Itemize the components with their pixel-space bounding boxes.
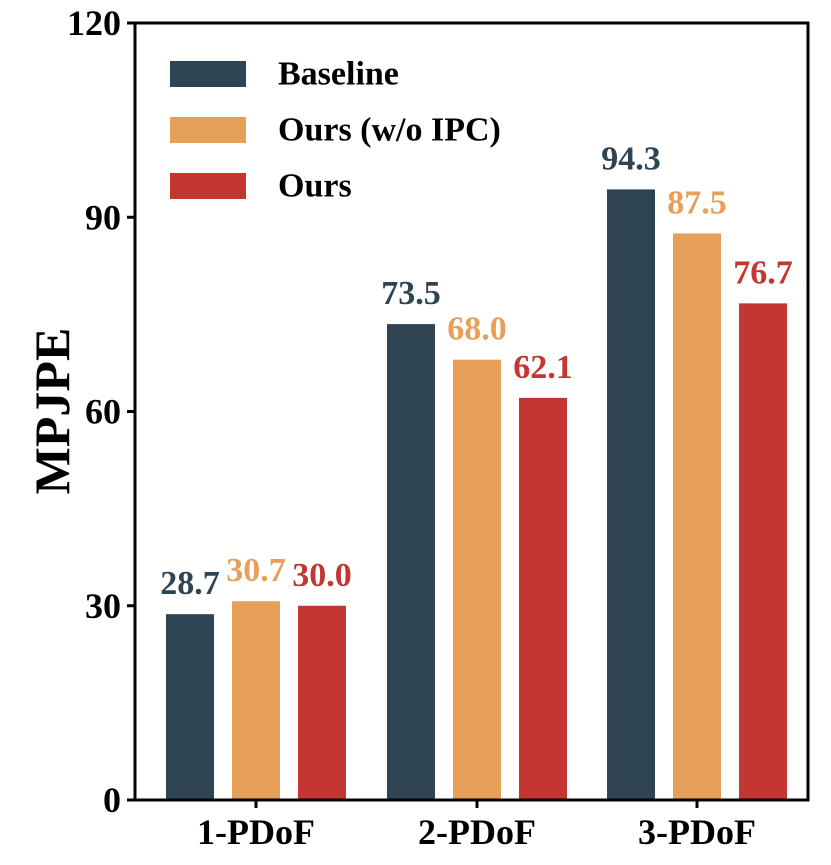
data-labels-layer: 28.7 73.5 94.3 30.7 68.0 87.5 30.0 62.1 76.7 xyxy=(160,140,793,602)
bar xyxy=(453,359,501,800)
bar-value-label: 30.0 xyxy=(292,557,352,594)
legend-swatch xyxy=(170,61,246,87)
x-tick-label: 1-PDoF xyxy=(197,812,315,852)
y-axis-title: MPJPE xyxy=(24,328,80,495)
x-tick-label: 3-PDoF xyxy=(638,812,756,852)
bar-value-label: 68.0 xyxy=(447,311,507,348)
bar-value-label: 73.5 xyxy=(381,275,441,312)
bar xyxy=(607,189,655,801)
bar-value-label: 76.7 xyxy=(733,254,793,291)
x-tick-label: 2-PDoF xyxy=(418,812,536,852)
bar-value-label: 62.1 xyxy=(513,349,573,386)
bar xyxy=(298,605,346,800)
x-axis: 1-PDoF 2-PDoF 3-PDoF xyxy=(197,800,756,852)
legend-label: Ours (w/o IPC) xyxy=(278,112,501,149)
bar xyxy=(166,614,214,800)
legend-label: Ours xyxy=(278,168,352,205)
legend-swatch xyxy=(170,117,246,143)
y-axis: 0 30 60 90 120 xyxy=(67,3,135,820)
y-tick-label: 0 xyxy=(103,780,121,820)
bar xyxy=(739,303,787,800)
bar-value-label: 94.3 xyxy=(601,140,661,177)
bar-value-label: 30.7 xyxy=(226,552,286,589)
bar xyxy=(673,233,721,800)
y-tick-label: 120 xyxy=(67,3,121,43)
bar xyxy=(519,397,567,800)
y-tick-label: 90 xyxy=(85,197,121,237)
bar-value-label: 87.5 xyxy=(667,184,727,221)
bar xyxy=(232,601,280,800)
y-tick-label: 30 xyxy=(85,586,121,626)
bar xyxy=(387,324,435,800)
bars-layer xyxy=(166,189,787,801)
legend-label: Baseline xyxy=(278,56,399,93)
legend: Baseline Ours (w/o IPC) Ours xyxy=(170,56,501,205)
bar-value-label: 28.7 xyxy=(160,565,220,602)
legend-swatch xyxy=(170,173,246,199)
y-tick-label: 60 xyxy=(85,392,121,432)
